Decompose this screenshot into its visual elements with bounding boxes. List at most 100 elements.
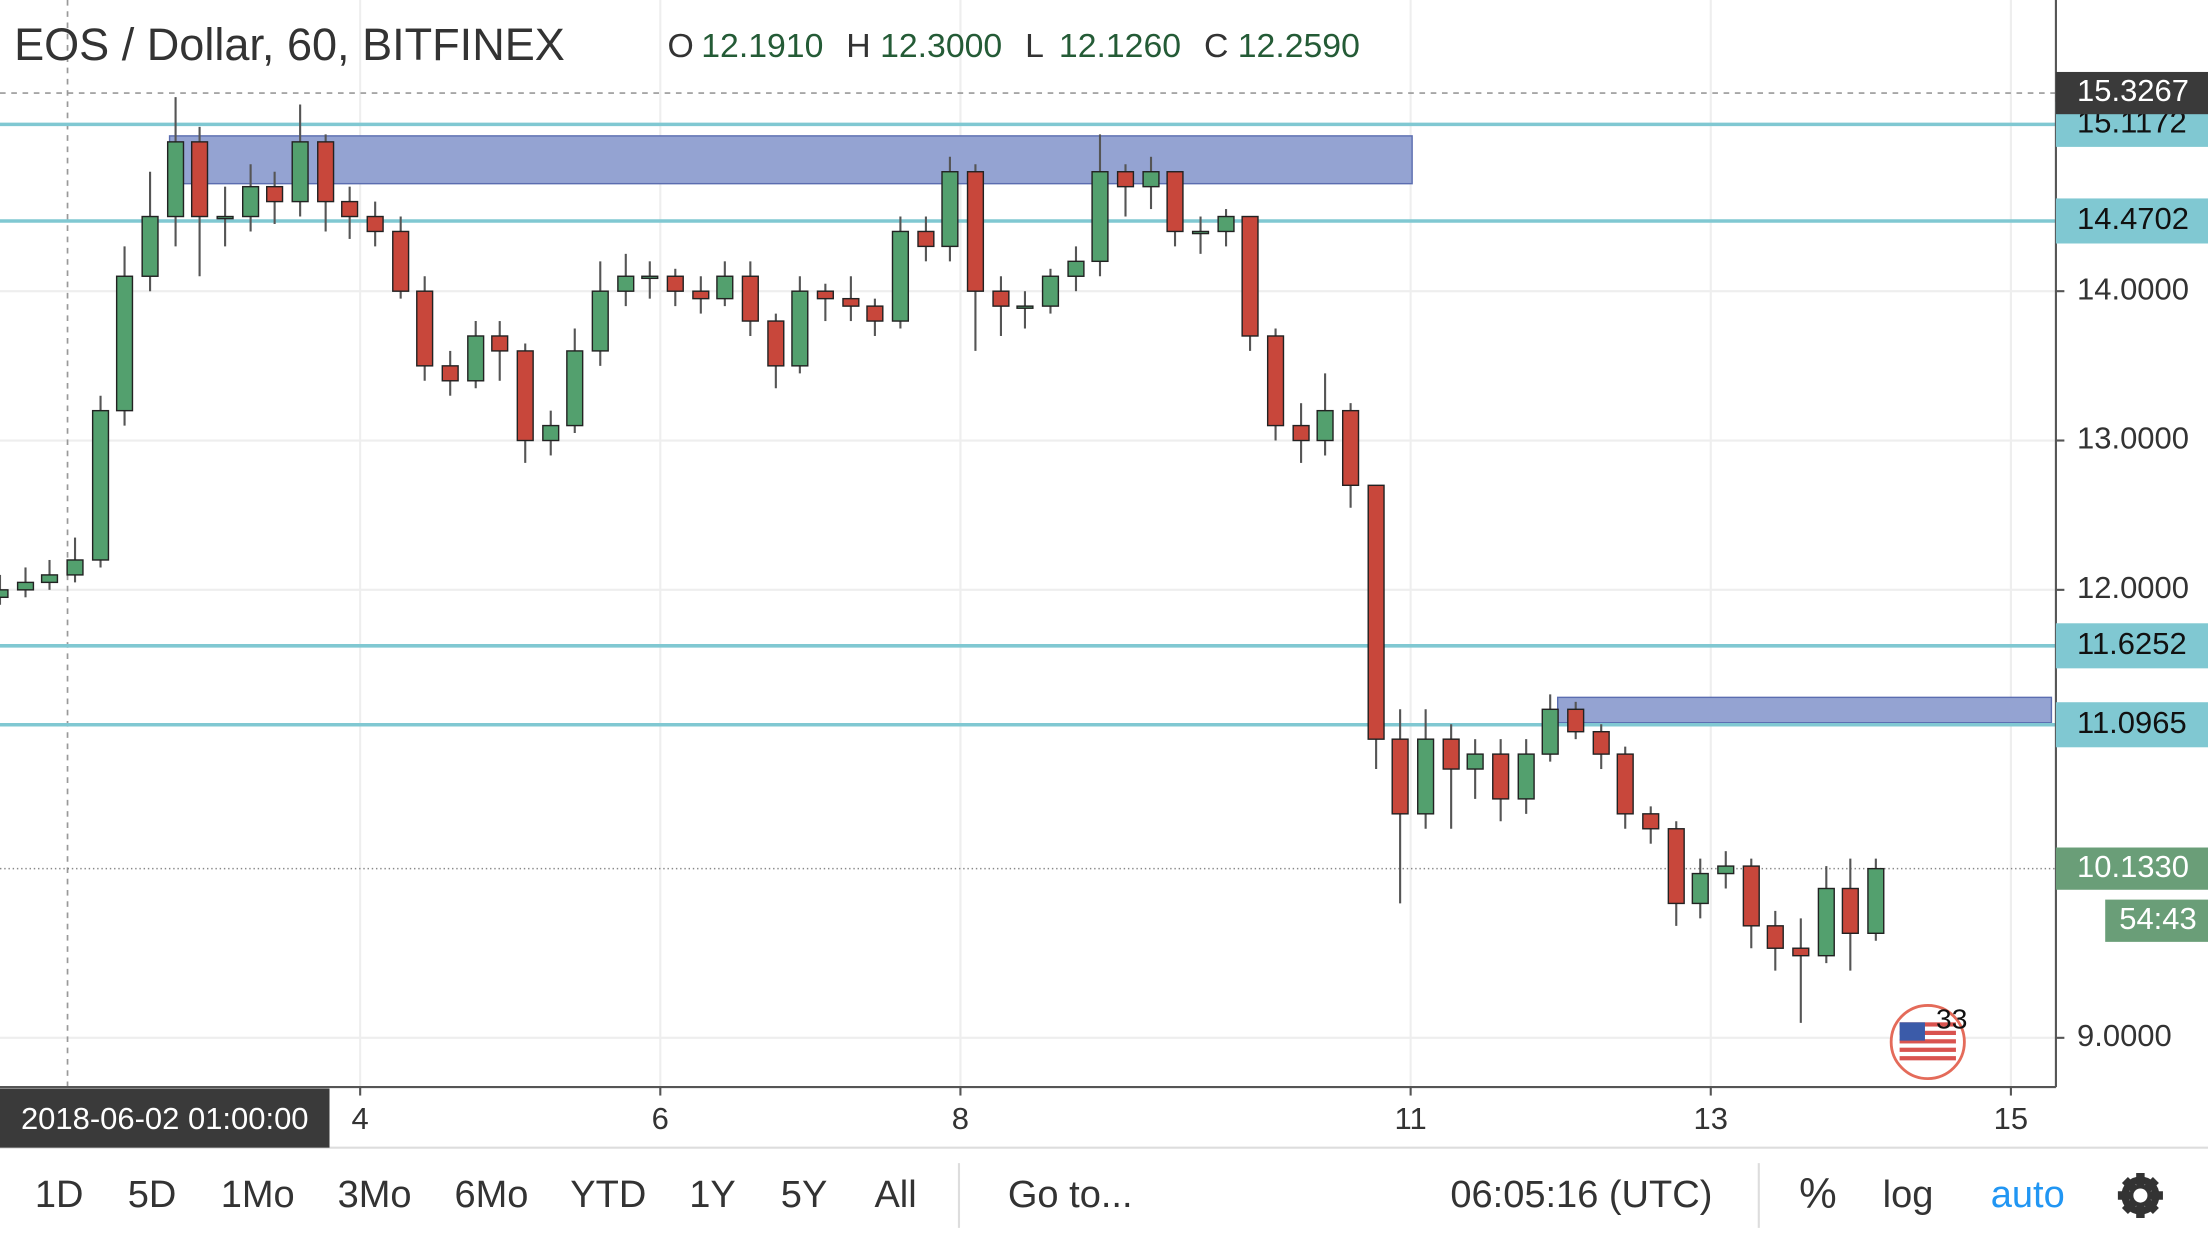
- candle-body: [1391, 738, 1409, 815]
- candle-body: [467, 335, 485, 382]
- range-button[interactable]: 1Y: [689, 1174, 736, 1216]
- candle-body: [1867, 867, 1885, 934]
- candle-body: [1266, 335, 1285, 427]
- x-tick-label: 4: [352, 1101, 369, 1136]
- candle-body: [1817, 887, 1835, 957]
- range-button[interactable]: 6Mo: [454, 1174, 528, 1216]
- candle-body: [291, 141, 309, 203]
- zone: [1556, 696, 2053, 724]
- candle-body: [542, 424, 560, 442]
- candle-body: [866, 305, 884, 322]
- crosshair-time-box: [0, 1088, 330, 1148]
- header: EOS / Dollar, 60, BITFINEX: [14, 19, 565, 70]
- candle: [516, 343, 534, 463]
- y-tick-label: 12.0000: [2077, 570, 2189, 605]
- candle: [1541, 694, 1559, 762]
- candle: [366, 201, 384, 247]
- candle-body: [1341, 409, 1360, 487]
- crosshair-time-label: 2018-06-02 01:00:00: [21, 1101, 309, 1136]
- ohlc-key: C: [1204, 27, 1228, 65]
- candle-body: [641, 275, 659, 280]
- settings-gear[interactable]: [2117, 1173, 2163, 1219]
- candle-body: [1041, 275, 1060, 307]
- level-label-box: [2055, 702, 2208, 748]
- crosshair-price-box: [2055, 71, 2208, 115]
- ohlc-value: 12.2590: [1238, 27, 1360, 65]
- zone: [168, 135, 1413, 185]
- range-button[interactable]: 1Mo: [221, 1174, 295, 1216]
- candle-body: [1091, 171, 1109, 263]
- candle-body: [441, 365, 459, 382]
- x-tick-label: 8: [952, 1101, 969, 1136]
- candle: [166, 97, 185, 247]
- x-tick-label: 15: [1994, 1101, 2028, 1136]
- candle-body: [1166, 171, 1184, 233]
- level-label: 11.0965: [2077, 705, 2187, 740]
- flag-stripes: [1899, 1022, 1956, 1061]
- candle: [1266, 328, 1285, 441]
- candle-body: [666, 275, 684, 292]
- candle-body: [166, 141, 185, 218]
- candle: [741, 261, 759, 336]
- candle-body: [1517, 753, 1535, 800]
- candle-body: [1466, 753, 1484, 770]
- candle-body: [1292, 424, 1310, 442]
- ohlc-key: O: [667, 27, 693, 65]
- candle: [317, 134, 335, 232]
- candle-body: [66, 559, 84, 576]
- range-button[interactable]: 1D: [35, 1174, 84, 1216]
- candle: [1041, 268, 1060, 314]
- candle-body: [1442, 738, 1460, 770]
- candle: [1867, 858, 1885, 941]
- candle-body: [0, 589, 9, 599]
- candle-body: [1567, 708, 1585, 733]
- symbol-title: EOS / Dollar, 60, BITFINEX: [14, 19, 565, 70]
- candle-body: [692, 290, 710, 300]
- range-button[interactable]: 5Y: [781, 1174, 828, 1216]
- candle: [1241, 215, 1259, 351]
- range-button[interactable]: YTD: [570, 1174, 646, 1216]
- range-button[interactable]: 5D: [128, 1174, 177, 1216]
- auto-toggle[interactable]: auto: [1991, 1174, 2065, 1216]
- candle-body: [1142, 171, 1160, 188]
- candle-body: [941, 171, 959, 248]
- plot: [0, 97, 2056, 1023]
- candle-body: [216, 215, 234, 220]
- candle: [1217, 209, 1235, 247]
- candle-body: [1417, 738, 1435, 815]
- candle: [40, 559, 59, 590]
- range-button[interactable]: 3Mo: [338, 1174, 412, 1216]
- candle-body: [816, 290, 834, 300]
- candle: [816, 283, 834, 322]
- ohlc-value: 12.1260: [1059, 27, 1181, 65]
- candle-body: [341, 200, 359, 218]
- last-price-box: [2055, 847, 2208, 890]
- candle-body: [91, 409, 110, 561]
- log-toggle[interactable]: log: [1883, 1174, 1934, 1216]
- candle: [1417, 709, 1435, 829]
- events-badge[interactable]: 33: [1889, 1003, 1967, 1081]
- candle: [441, 350, 459, 396]
- candle: [866, 298, 884, 336]
- candle-body: [1792, 947, 1810, 957]
- candle-body: [842, 297, 860, 307]
- range-button[interactable]: All: [874, 1174, 916, 1216]
- toolbar: Go to... 06:05:16 (UTC) % log auto 1D 5D 1…: [35, 1163, 2163, 1228]
- level-label-box: [2055, 198, 2208, 244]
- candle: [1691, 858, 1709, 919]
- ohlc-legend: O 12.1910 H 12.3000 L 12.1260 C 12.2590: [667, 27, 1359, 65]
- candle-body: [40, 574, 59, 584]
- goto-button[interactable]: Go to...: [1008, 1174, 1133, 1216]
- candle: [992, 276, 1010, 336]
- candle-body: [1691, 872, 1709, 905]
- candle-body: [1367, 484, 1385, 740]
- candle: [941, 156, 959, 262]
- percent-toggle[interactable]: %: [1799, 1170, 1837, 1217]
- candle-body: [516, 350, 534, 442]
- candle: [266, 171, 284, 224]
- candle: [1466, 739, 1484, 799]
- flag-canton: [1899, 1022, 1925, 1041]
- candle: [491, 321, 509, 381]
- candle-body: [1316, 409, 1334, 442]
